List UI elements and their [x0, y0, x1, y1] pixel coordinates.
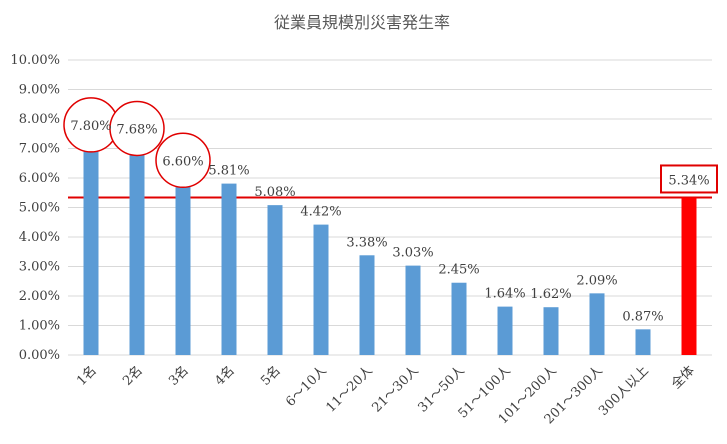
data-label: 3.38%: [346, 235, 387, 250]
bars: [83, 124, 697, 356]
data-label: 0.87%: [622, 309, 663, 324]
y-tick-label: 9.00%: [19, 83, 60, 98]
bar: [497, 306, 513, 355]
y-tick-label: 4.00%: [19, 230, 60, 245]
circle-annotation: [155, 132, 211, 189]
y-tick-label: 0.00%: [19, 348, 60, 363]
x-axis-ticks: 1名 2名 3名 4名 5名 6～10人11～20人21～30人31～50人51～100人…: [73, 363, 697, 428]
x-tick-label: 300人以上: [596, 363, 652, 419]
highlight-box-annotation: [660, 164, 718, 194]
y-axis-ticks: 0.00% 1.00% 2.00% 3.00% 4.00% 5.00% 6.00% 7.00%…: [10, 53, 60, 363]
y-tick-label: 2.00%: [19, 289, 60, 304]
x-tick-label: 21～30人: [369, 363, 421, 415]
data-label: 1.62%: [530, 287, 571, 302]
data-label: 5.81%: [208, 164, 249, 179]
bar: [543, 307, 559, 355]
data-label: 4.42%: [300, 205, 341, 220]
data-label: 7.68%: [116, 122, 157, 137]
data-label: 2.45%: [438, 263, 479, 278]
y-tick-label: 1.00%: [19, 319, 60, 334]
y-tick-label: 7.00%: [19, 142, 60, 157]
y-tick-label: 6.00%: [19, 171, 60, 186]
bar: [267, 205, 283, 355]
bar: [589, 293, 605, 355]
data-label: 6.60%: [162, 154, 203, 169]
bar: [83, 124, 99, 356]
bar-highlighted: [681, 197, 697, 355]
data-label: 5.34%: [668, 173, 709, 188]
data-label: 5.08%: [254, 185, 295, 200]
x-tick-label: 6～10人: [283, 363, 330, 410]
y-tick-label: 5.00%: [19, 201, 60, 216]
gridlines: [68, 59, 712, 356]
data-labels: 7.80% 7.68% 6.60% 5.81% 5.08% 4.42% 3.38% 3.03%…: [70, 119, 709, 324]
data-label: 2.09%: [576, 273, 617, 288]
data-label: 7.80%: [70, 119, 111, 134]
bar: [359, 255, 375, 355]
y-tick-label: 3.00%: [19, 260, 60, 275]
bar: [175, 160, 191, 355]
bar: [313, 224, 329, 355]
annotations: [63, 97, 718, 194]
data-label: 3.03%: [392, 246, 433, 261]
bar: [451, 282, 467, 355]
circle-annotation: [109, 100, 165, 157]
bar: [635, 329, 651, 355]
data-label: 1.64%: [484, 287, 525, 302]
x-tick-label: 3名: [165, 363, 191, 389]
x-tick-label: 2名: [119, 363, 145, 389]
bar: [405, 265, 421, 355]
y-tick-label: 8.00%: [19, 112, 60, 127]
x-tick-label: 5名: [257, 363, 283, 389]
bar: [129, 128, 145, 355]
x-tick-label: 全体: [668, 363, 698, 393]
x-tick-label: 4名: [211, 363, 237, 389]
chart-title: 従業員規模別災害発生率: [274, 13, 450, 32]
bar: [221, 183, 237, 355]
y-tick-label: 10.00%: [10, 53, 60, 68]
x-tick-label: 1名: [73, 363, 99, 389]
x-tick-label: 11～20人: [323, 363, 375, 415]
